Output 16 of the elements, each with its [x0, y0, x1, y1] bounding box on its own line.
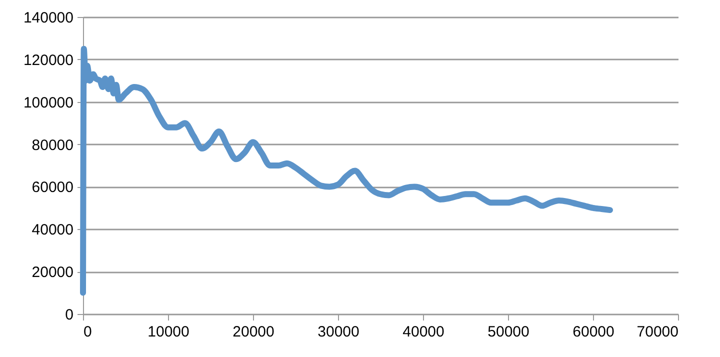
x-tick-label: 60000: [572, 324, 614, 340]
y-tick-label: 0: [65, 306, 74, 324]
y-tick-label: 40000: [32, 222, 74, 239]
x-tick-label: 40000: [402, 324, 444, 340]
y-tick-label: 120000: [23, 52, 74, 69]
x-tick-label: 30000: [318, 324, 360, 340]
y-tick-label: 20000: [32, 264, 74, 282]
x-tick-label: 20000: [232, 324, 274, 340]
x-tick-label: 70000: [636, 324, 678, 340]
y-tick-label: 80000: [32, 136, 74, 154]
x-tick-label: 50000: [488, 324, 530, 340]
x-tick-label: 0: [84, 324, 92, 340]
y-tick-label: 100000: [23, 94, 74, 112]
y-tick-label: 140000: [23, 10, 74, 26]
x-tick-label: 10000: [148, 324, 190, 340]
y-tick-label: 60000: [32, 179, 74, 196]
